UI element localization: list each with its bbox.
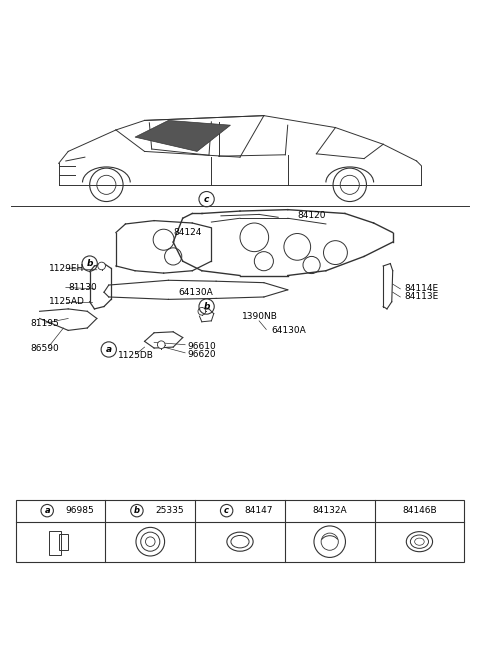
Text: a: a	[44, 506, 50, 515]
Text: c: c	[224, 506, 229, 515]
Text: 86590: 86590	[30, 344, 59, 352]
Text: 84114E: 84114E	[405, 284, 439, 293]
Text: 25335: 25335	[155, 506, 184, 515]
Circle shape	[98, 262, 106, 270]
Text: 84132A: 84132A	[312, 506, 347, 515]
Text: 84113E: 84113E	[405, 293, 439, 302]
Text: 1125AD: 1125AD	[49, 297, 85, 306]
Text: 96610: 96610	[188, 342, 216, 351]
Text: 1390NB: 1390NB	[242, 312, 278, 321]
Circle shape	[198, 308, 205, 315]
Text: a: a	[106, 345, 112, 354]
Text: 81130: 81130	[68, 283, 97, 292]
Text: 81195: 81195	[30, 319, 59, 328]
Text: b: b	[134, 506, 140, 515]
Text: 96985: 96985	[65, 506, 94, 515]
Text: 84120: 84120	[297, 211, 326, 220]
Text: 84124: 84124	[173, 228, 202, 237]
Text: c: c	[204, 195, 209, 203]
Text: 84147: 84147	[245, 506, 273, 515]
Text: 96620: 96620	[188, 350, 216, 359]
Text: b: b	[86, 259, 93, 268]
Circle shape	[157, 341, 165, 348]
Text: 64130A: 64130A	[178, 288, 213, 297]
Text: b: b	[204, 302, 210, 311]
Text: 1129EH: 1129EH	[49, 264, 84, 273]
Text: 64130A: 64130A	[271, 326, 306, 335]
Text: 1125DB: 1125DB	[118, 351, 154, 359]
Text: 84146B: 84146B	[402, 506, 437, 515]
Polygon shape	[135, 121, 230, 152]
